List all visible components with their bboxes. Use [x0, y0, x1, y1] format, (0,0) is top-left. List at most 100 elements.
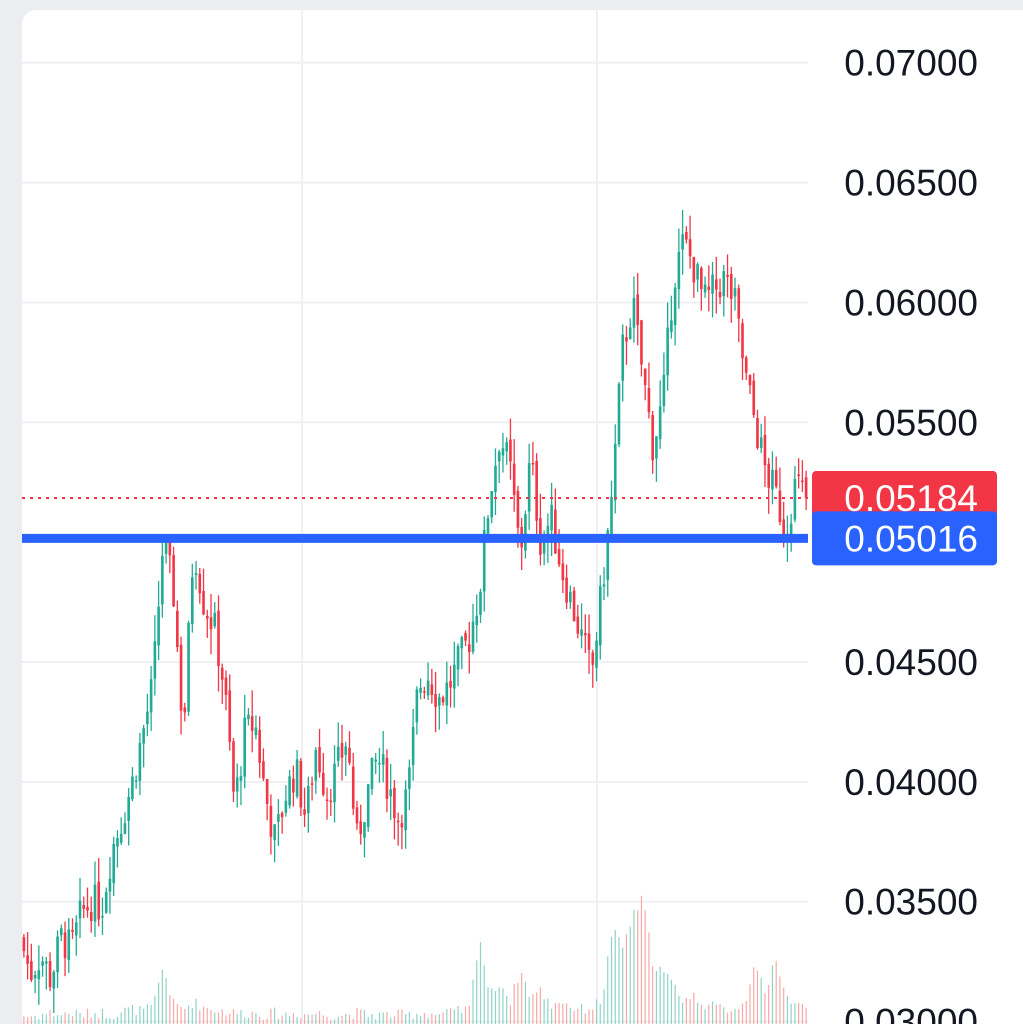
volume-bar	[453, 1009, 455, 1024]
volume-bar	[771, 965, 774, 1024]
volume-bar	[573, 1011, 575, 1024]
candle-body	[565, 577, 568, 603]
volume-bar	[610, 937, 613, 1024]
candle	[625, 325, 628, 365]
candle	[456, 643, 460, 687]
candle	[767, 457, 771, 514]
candle-body	[797, 474, 800, 476]
candle-body	[378, 762, 381, 765]
candle	[265, 778, 269, 821]
volume-bar	[154, 995, 156, 1024]
volume-bar	[502, 988, 504, 1024]
candle	[310, 776, 314, 801]
candle-body	[516, 490, 520, 528]
candle	[153, 615, 157, 696]
candle	[688, 215, 692, 269]
volume-bar	[56, 1015, 59, 1024]
volume-bar	[244, 1017, 246, 1024]
candle	[157, 581, 160, 661]
candle-body	[606, 530, 610, 581]
volume-bar	[34, 1015, 36, 1024]
y-tick-label: 0.07000	[844, 43, 978, 84]
candle	[449, 665, 452, 708]
candle	[707, 265, 711, 312]
volume-bar	[98, 1018, 100, 1024]
candle	[789, 513, 793, 552]
horizontal-line-price-tag-background	[812, 511, 997, 566]
candle-body	[640, 320, 643, 365]
candle	[554, 488, 557, 555]
candle-body	[632, 298, 636, 328]
volume-bar	[599, 1003, 601, 1024]
candle-body	[59, 928, 63, 936]
chart-panel[interactable]: 0.07000 0.06500 0.06000 0.05500 0.04500 0.040…	[22, 10, 1023, 1024]
volume-bar	[27, 1017, 29, 1024]
volume-bar	[719, 1004, 721, 1024]
candle	[673, 283, 677, 346]
candle	[591, 649, 595, 688]
candle-body	[535, 460, 538, 521]
candle	[292, 765, 295, 807]
candle-body	[404, 789, 407, 831]
candle	[535, 453, 538, 540]
candle-body	[707, 286, 711, 291]
candle-body	[655, 436, 658, 459]
candle-body	[467, 644, 471, 653]
volume-bar	[431, 1013, 433, 1024]
candle-body	[213, 612, 217, 627]
candle-body	[67, 929, 71, 960]
volume-bar	[143, 1008, 145, 1024]
volume-bar	[532, 994, 534, 1024]
candle	[598, 575, 602, 660]
volume-bar	[408, 1011, 410, 1024]
volume-bar	[49, 1009, 51, 1024]
candle-body	[685, 231, 688, 240]
candles	[22, 210, 808, 1013]
volume-bar	[580, 1003, 583, 1024]
volume-bar	[528, 996, 530, 1024]
candle	[33, 970, 37, 994]
candle-body	[527, 463, 531, 512]
candlestick-chart[interactable]: 0.07000 0.06500 0.06000 0.05500 0.04500 0.040…	[22, 10, 1023, 1024]
candle-body	[366, 784, 370, 827]
candle-body	[340, 742, 344, 758]
candle	[303, 787, 306, 827]
volume-bar	[225, 1015, 227, 1024]
candle	[737, 284, 741, 343]
candle	[93, 861, 97, 937]
candle	[677, 228, 681, 309]
volume-bar	[247, 1017, 250, 1024]
candle-body	[336, 746, 340, 761]
volume-bar	[184, 1009, 186, 1024]
candle	[325, 787, 329, 820]
candle-body	[475, 615, 479, 626]
candle	[172, 546, 175, 607]
candle	[273, 824, 276, 863]
candle-body	[580, 629, 583, 636]
volume-bar	[53, 1016, 55, 1024]
candle	[59, 924, 63, 941]
candle	[490, 490, 494, 524]
volume-bar	[472, 979, 474, 1024]
candle-body	[329, 800, 333, 803]
candle-body	[164, 541, 168, 554]
volume-bar	[659, 966, 661, 1024]
volume-bar	[622, 947, 624, 1024]
candle-body	[86, 907, 89, 911]
volume-bar	[210, 1009, 212, 1024]
volume-bar	[539, 987, 541, 1024]
candle-body	[277, 814, 280, 822]
candle	[396, 812, 400, 846]
candle	[127, 788, 130, 846]
candle	[213, 602, 217, 629]
candle-body	[430, 684, 434, 695]
candle-body	[89, 911, 93, 922]
volume-bar	[416, 1013, 418, 1024]
candle	[284, 785, 288, 817]
candle-body	[250, 716, 254, 731]
candle-body	[505, 442, 509, 452]
candle-body	[217, 610, 220, 667]
candle	[161, 535, 164, 618]
candle-body	[471, 621, 475, 652]
candle-body	[415, 689, 419, 723]
